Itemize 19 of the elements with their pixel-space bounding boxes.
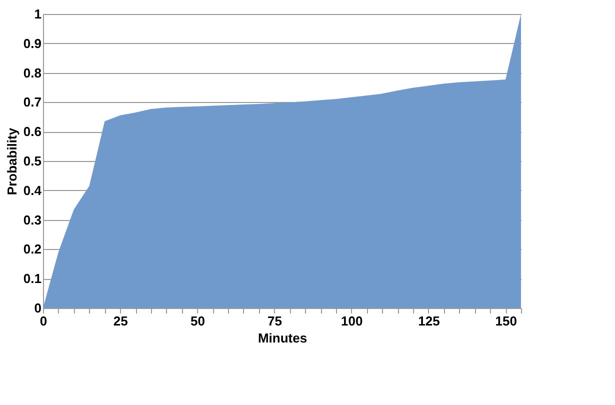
x-tick-label: 150 [495, 314, 517, 328]
x-tick-label: 75 [268, 314, 282, 328]
y-tick-label: 0.8 [23, 65, 42, 80]
y-tick-label: 0.3 [23, 212, 42, 228]
x-tick-label: 25 [113, 314, 128, 328]
y-tick-label: 0.6 [23, 124, 42, 140]
y-tick-label: 0.9 [23, 36, 42, 51]
y-tick-label: 0.2 [23, 242, 42, 257]
y-tick-label: 0.1 [23, 271, 42, 286]
x-tick-label: 100 [341, 314, 363, 328]
y-tick-label: 1 [34, 6, 42, 22]
y-axis-title: Probability [4, 127, 20, 196]
x-tick-label: 125 [418, 314, 440, 328]
x-axis-title: Minutes [258, 330, 308, 346]
y-tick-label: 0 [34, 300, 42, 316]
x-tick-label: 50 [190, 314, 205, 328]
y-tick-label: 0.4 [23, 182, 42, 198]
y-tick-label: 0.5 [23, 154, 42, 168]
y-tick-label: 0.7 [23, 94, 42, 110]
